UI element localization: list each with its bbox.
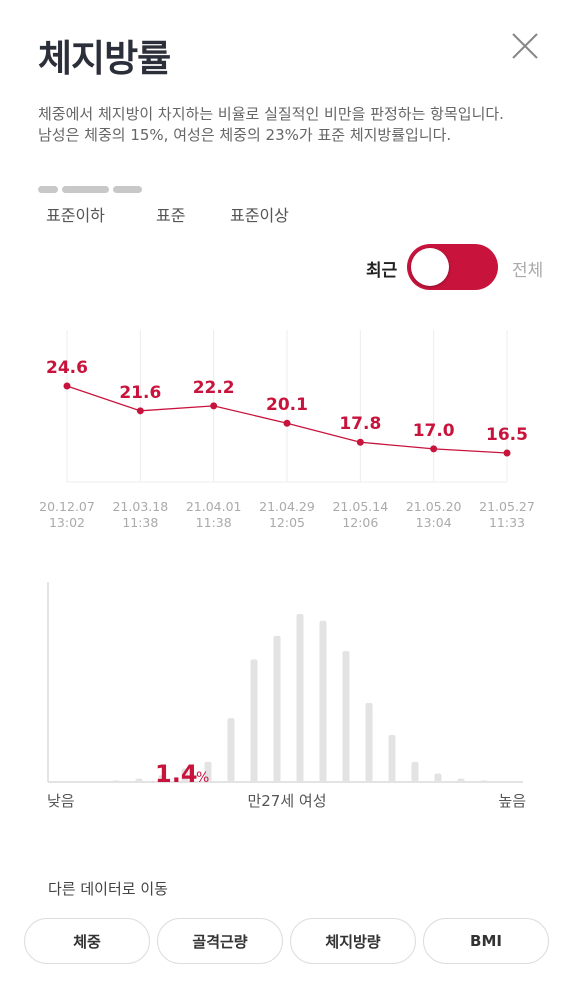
label-low: 낮음 bbox=[47, 792, 75, 810]
range-label-normal: 표준 bbox=[156, 206, 186, 225]
x-tick-time: 12:06 bbox=[342, 515, 378, 530]
label-center: 만27세 여성 bbox=[247, 792, 326, 810]
distribution-bar bbox=[158, 775, 166, 782]
distribution-bar bbox=[181, 768, 189, 782]
page-title: 체지방률 bbox=[38, 37, 171, 80]
data-point[interactable] bbox=[356, 438, 364, 446]
data-label: 17.8 bbox=[339, 414, 381, 434]
user-value-label: 1.4 bbox=[155, 760, 198, 788]
x-tick-time: 13:02 bbox=[49, 515, 85, 530]
nav-button-skeletal-muscle[interactable]: 골격근량 bbox=[157, 918, 283, 964]
data-point[interactable] bbox=[63, 382, 71, 390]
distribution-bar bbox=[342, 650, 350, 782]
distribution-bar bbox=[273, 635, 281, 782]
x-tick-date: 21.04.29 bbox=[259, 499, 315, 514]
label-high: 높음 bbox=[498, 792, 526, 810]
x-tick-date: 21.05.14 bbox=[332, 499, 388, 514]
data-label: 24.6 bbox=[46, 358, 88, 378]
nav-button-weight[interactable]: 체중 bbox=[24, 918, 150, 964]
data-point[interactable] bbox=[503, 449, 511, 457]
data-label: 22.2 bbox=[193, 378, 235, 398]
distribution-bar bbox=[411, 761, 419, 782]
distribution-bar bbox=[250, 659, 258, 782]
distribution-bar bbox=[227, 718, 235, 782]
period-toggle[interactable] bbox=[407, 244, 498, 290]
range-label-high: 표준이상 bbox=[230, 206, 289, 225]
distribution-bar bbox=[434, 773, 442, 782]
range-label-low: 표준이하 bbox=[46, 206, 105, 225]
toggle-label-all[interactable]: 전체 bbox=[512, 261, 544, 281]
data-label: 16.5 bbox=[486, 425, 528, 445]
distribution-bar bbox=[204, 761, 212, 782]
x-tick-date: 20.12.07 bbox=[39, 499, 95, 514]
toggle-knob bbox=[411, 248, 449, 286]
x-tick-date: 21.04.01 bbox=[186, 499, 242, 514]
data-point[interactable] bbox=[136, 407, 144, 415]
nav-button-bmi[interactable]: BMI bbox=[423, 918, 549, 964]
x-tick-date: 21.05.20 bbox=[406, 499, 462, 514]
distribution-bar bbox=[296, 614, 304, 782]
x-tick-date: 21.05.27 bbox=[479, 499, 535, 514]
user-value-unit: % bbox=[196, 770, 209, 786]
x-tick-time: 11:33 bbox=[489, 515, 525, 530]
x-tick-time: 11:38 bbox=[196, 515, 232, 530]
distribution-bar bbox=[365, 703, 373, 782]
description-text: 체중에서 체지방이 차지하는 비율로 실질적인 비만을 판정하는 항목입니다. … bbox=[38, 105, 504, 144]
data-label: 20.1 bbox=[266, 395, 308, 415]
distribution-bar bbox=[480, 780, 488, 782]
x-tick-time: 11:38 bbox=[122, 515, 158, 530]
close-icon bbox=[512, 33, 538, 59]
data-label: 17.0 bbox=[413, 421, 455, 441]
nav-button-body-fat-mass[interactable]: 체지방량 bbox=[290, 918, 416, 964]
toggle-label-recent[interactable]: 최근 bbox=[366, 261, 398, 281]
x-tick-time: 13:04 bbox=[416, 515, 452, 530]
close-button[interactable] bbox=[505, 26, 545, 66]
range-bar-low bbox=[38, 186, 58, 193]
data-point[interactable] bbox=[430, 445, 438, 453]
data-point[interactable] bbox=[210, 402, 218, 410]
x-tick-time: 12:05 bbox=[269, 515, 305, 530]
distribution-bar bbox=[112, 780, 120, 782]
distribution-bar bbox=[319, 620, 327, 782]
distribution-bar bbox=[135, 778, 143, 782]
line-chart: 24.620.12.0713:0221.621.03.1811:3822.221… bbox=[39, 330, 535, 530]
distribution-chart: 1.4% 낮음 만27세 여성 높음 bbox=[47, 582, 526, 810]
range-bar-normal bbox=[62, 186, 109, 193]
x-tick-date: 21.03.18 bbox=[112, 499, 168, 514]
data-point[interactable] bbox=[283, 419, 291, 427]
nav-title: 다른 데이터로 이동 bbox=[48, 880, 168, 898]
distribution-bar bbox=[457, 778, 465, 782]
range-bar-high bbox=[113, 186, 142, 193]
data-label: 21.6 bbox=[119, 383, 161, 403]
distribution-bar bbox=[388, 734, 396, 782]
